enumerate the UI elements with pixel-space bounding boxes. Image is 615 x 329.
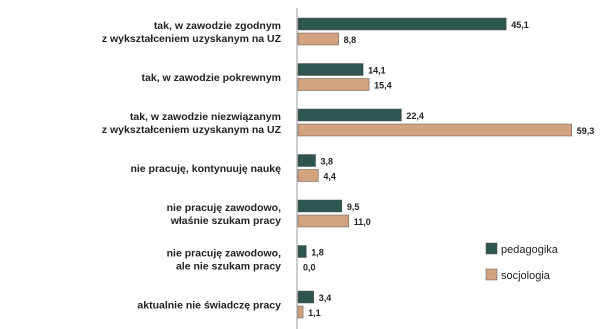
category-label: nie pracuję zawodowo, właśnie szukam prac… [167, 202, 282, 227]
bar-pedagogika [297, 154, 316, 167]
category-label: nie pracuję, kontynuuję naukę [130, 163, 281, 175]
bar-pedagogika [297, 108, 402, 122]
bar-pedagogika [297, 290, 314, 304]
bar-socjologia [297, 123, 573, 137]
data-label: 3,4 [319, 293, 332, 303]
legend-swatch-socjologia [485, 268, 498, 281]
data-label: 0,0 [303, 263, 316, 273]
category-label: aktualnie nie świadczę pracy [137, 300, 281, 312]
bar-pedagogika [297, 245, 307, 258]
category-label-line: tak, w zawodzie niezwiązanym [130, 111, 281, 123]
category-label-line: tak, w zawodzie zgodnym [154, 20, 281, 32]
category-label-line: tak, w zawodzie pokrewnym [142, 72, 281, 84]
category-label-line: aktualnie nie świadczę pracy [137, 300, 281, 312]
data-label: 22,4 [406, 111, 424, 121]
data-label: 59,3 [577, 126, 595, 136]
data-label: 1,1 [308, 308, 321, 318]
data-label: 8,8 [344, 35, 357, 45]
data-label: 15,4 [374, 81, 392, 91]
category-label: tak, w zawodzie pokrewnym [142, 72, 281, 84]
category-label: tak, w zawodzie zgodnym z wykształceniem … [102, 20, 282, 45]
category-label-line: z wykształceniem uzyskanym na UZ [102, 33, 282, 45]
legend-label: pedagogika [501, 244, 559, 256]
data-label: 3,8 [321, 157, 334, 167]
category-label-line: z wykształceniem uzyskanym na UZ [102, 124, 282, 136]
category-label: nie pracuję zawodowo, ale nie szukam prac… [167, 248, 282, 273]
data-label: 4,4 [323, 172, 336, 182]
category-label-line: ale nie szukam pracy [176, 261, 281, 273]
category-label-line: nie pracuję zawodowo, [167, 248, 281, 260]
bar-pedagogika [297, 17, 507, 31]
data-label: 9,5 [347, 202, 360, 212]
legend: pedagogika socjologia [485, 242, 559, 282]
category-label-line: właśnie szukam pracy [170, 215, 281, 227]
data-label: 1,8 [311, 248, 324, 258]
bar-socjologia [297, 32, 339, 46]
labels-layer: tak, w zawodzie zgodnym z wykształceniem … [102, 20, 594, 318]
bars-layer [297, 17, 573, 319]
bar-socjologia [297, 169, 319, 182]
bar-pedagogika [297, 63, 364, 76]
data-label: 45,1 [511, 20, 529, 30]
category-label: tak, w zawodzie niezwiązanym z wykształce… [102, 111, 282, 136]
bar-socjologia [297, 78, 370, 91]
legend-label: socjologia [501, 270, 551, 282]
bar-socjologia [297, 214, 350, 228]
category-label-line: nie pracuję, kontynuuję naukę [130, 163, 281, 175]
legend-swatch-pedagogika [485, 242, 498, 255]
bar-socjologia [297, 305, 304, 319]
bar-pedagogika [297, 199, 343, 213]
data-label: 11,0 [354, 217, 371, 227]
category-label-line: nie pracuję zawodowo, [167, 202, 281, 214]
data-label: 14,1 [368, 66, 386, 76]
